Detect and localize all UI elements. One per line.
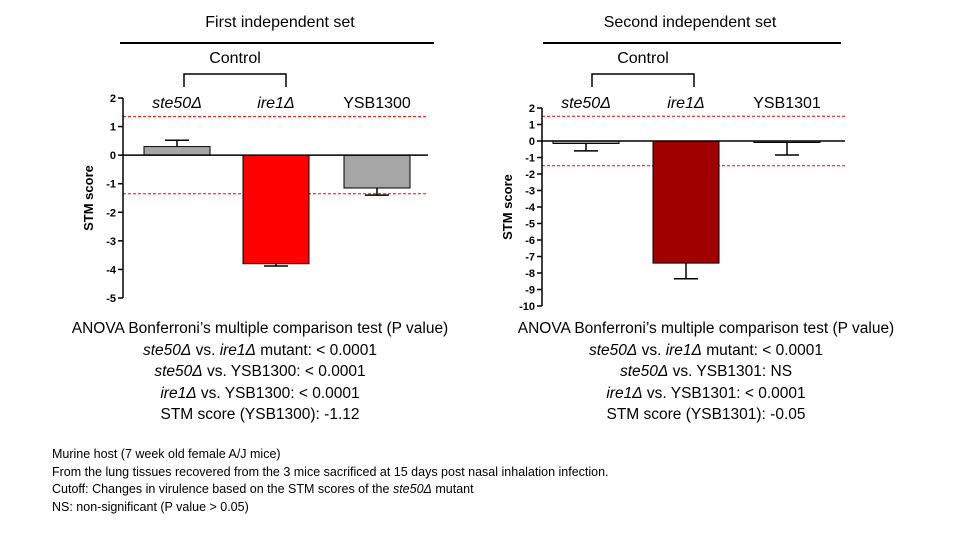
second-set-title: Second independent set (603, 14, 777, 31)
y-tick-label: 0 (529, 136, 535, 148)
stat-line-3: ire1Δ vs. YSB1300: < 0.0001 (160, 384, 360, 402)
first-set-title: First independent set (205, 14, 355, 31)
y-tick-label: 0 (110, 150, 116, 162)
category-label: ste50Δ (561, 95, 611, 112)
y-tick-label: -10 (519, 301, 535, 313)
category-label: YSB1300 (343, 95, 411, 112)
y-axis-label: STM score (500, 174, 515, 240)
category-label: YSB1301 (753, 95, 821, 112)
control-label: Control (617, 50, 669, 67)
stat-line-2: ste50Δ vs. YSB1301: NS (619, 363, 793, 380)
stat-line-1: ste50Δ vs. ire1Δ mutant: < 0.0001 (142, 341, 378, 359)
y-tick-label: -5 (106, 293, 116, 305)
stat-line-3: ire1Δ vs. YSB1301: < 0.0001 (606, 384, 806, 402)
y-tick-label: 1 (529, 120, 535, 132)
bar (143, 146, 211, 156)
category-label: ire1Δ (257, 95, 294, 112)
y-tick-label: -1 (525, 153, 535, 165)
y-tick-label: -4 (106, 264, 117, 276)
anova-title: ANOVA Bonferroni’s multiple comparison t… (71, 320, 449, 337)
stat-line-4: STM score (YSB1301): -0.05 (606, 406, 806, 423)
category-label: ire1Δ (667, 95, 704, 112)
second-set-chart: Control ste50Δ ire1Δ YSB1301 2 1 0 -1 -2 -3 -4 -5 -6… (500, 50, 845, 313)
category-label: ste50Δ (152, 95, 202, 112)
charts-canvas: Control ste50Δ ire1Δ YSB1300 2 1 0 -1 -2 -3 -4 -5 ST… (81, 50, 845, 313)
control-bracket (591, 73, 695, 87)
y-tick-label: 2 (110, 93, 116, 105)
footnote-host: Murine host (7 week old female A/J mice) (52, 447, 281, 461)
y-tick-label: -1 (106, 179, 116, 191)
y-tick-label: -7 (525, 252, 535, 264)
stats-second-set: ANOVA Bonferroni’s multiple comparison t… (486, 318, 926, 426)
y-tick-label: -9 (525, 285, 535, 297)
y-axis-label: STM score (81, 165, 96, 231)
first-set-chart: Control ste50Δ ire1Δ YSB1300 2 1 0 -1 -2 -3 -4 -5 ST… (81, 50, 428, 305)
y-tick-label: 1 (110, 122, 116, 134)
y-tick-label: -3 (106, 236, 116, 248)
stat-line-1: ste50Δ vs. ire1Δ mutant: < 0.0001 (588, 341, 824, 359)
first-set-rule (120, 42, 434, 44)
anova-title: ANOVA Bonferroni’s multiple comparison t… (517, 320, 895, 337)
footnote-cutoff: Cutoff: Changes in virulence based on th… (52, 482, 474, 496)
second-set-rule (543, 42, 841, 44)
y-tick-label: -6 (525, 235, 535, 247)
y-tick-label: -2 (106, 207, 116, 219)
y-tick-label: -3 (525, 186, 535, 198)
stat-line-4: STM score (YSB1300): -1.12 (160, 406, 360, 423)
bar (242, 154, 310, 265)
stats-first-set: ANOVA Bonferroni’s multiple comparison t… (20, 318, 500, 426)
footnotes: Murine host (7 week old female A/J mice)… (52, 446, 609, 516)
y-tick-label: -8 (525, 268, 535, 280)
stat-line-2: ste50Δ vs. YSB1300: < 0.0001 (154, 363, 366, 380)
y-tick-label: -4 (525, 202, 536, 214)
y-tick-label: -5 (525, 219, 535, 231)
y-tick-label: -2 (525, 169, 535, 181)
bar (652, 140, 720, 264)
y-tick-label: 2 (529, 103, 535, 115)
control-bracket (183, 73, 287, 87)
footnote-ns: NS: non-significant (P value > 0.05) (52, 499, 249, 514)
bar (343, 154, 411, 189)
control-label: Control (209, 50, 261, 67)
footnote-source: From the lung tissues recovered from the… (52, 464, 609, 479)
